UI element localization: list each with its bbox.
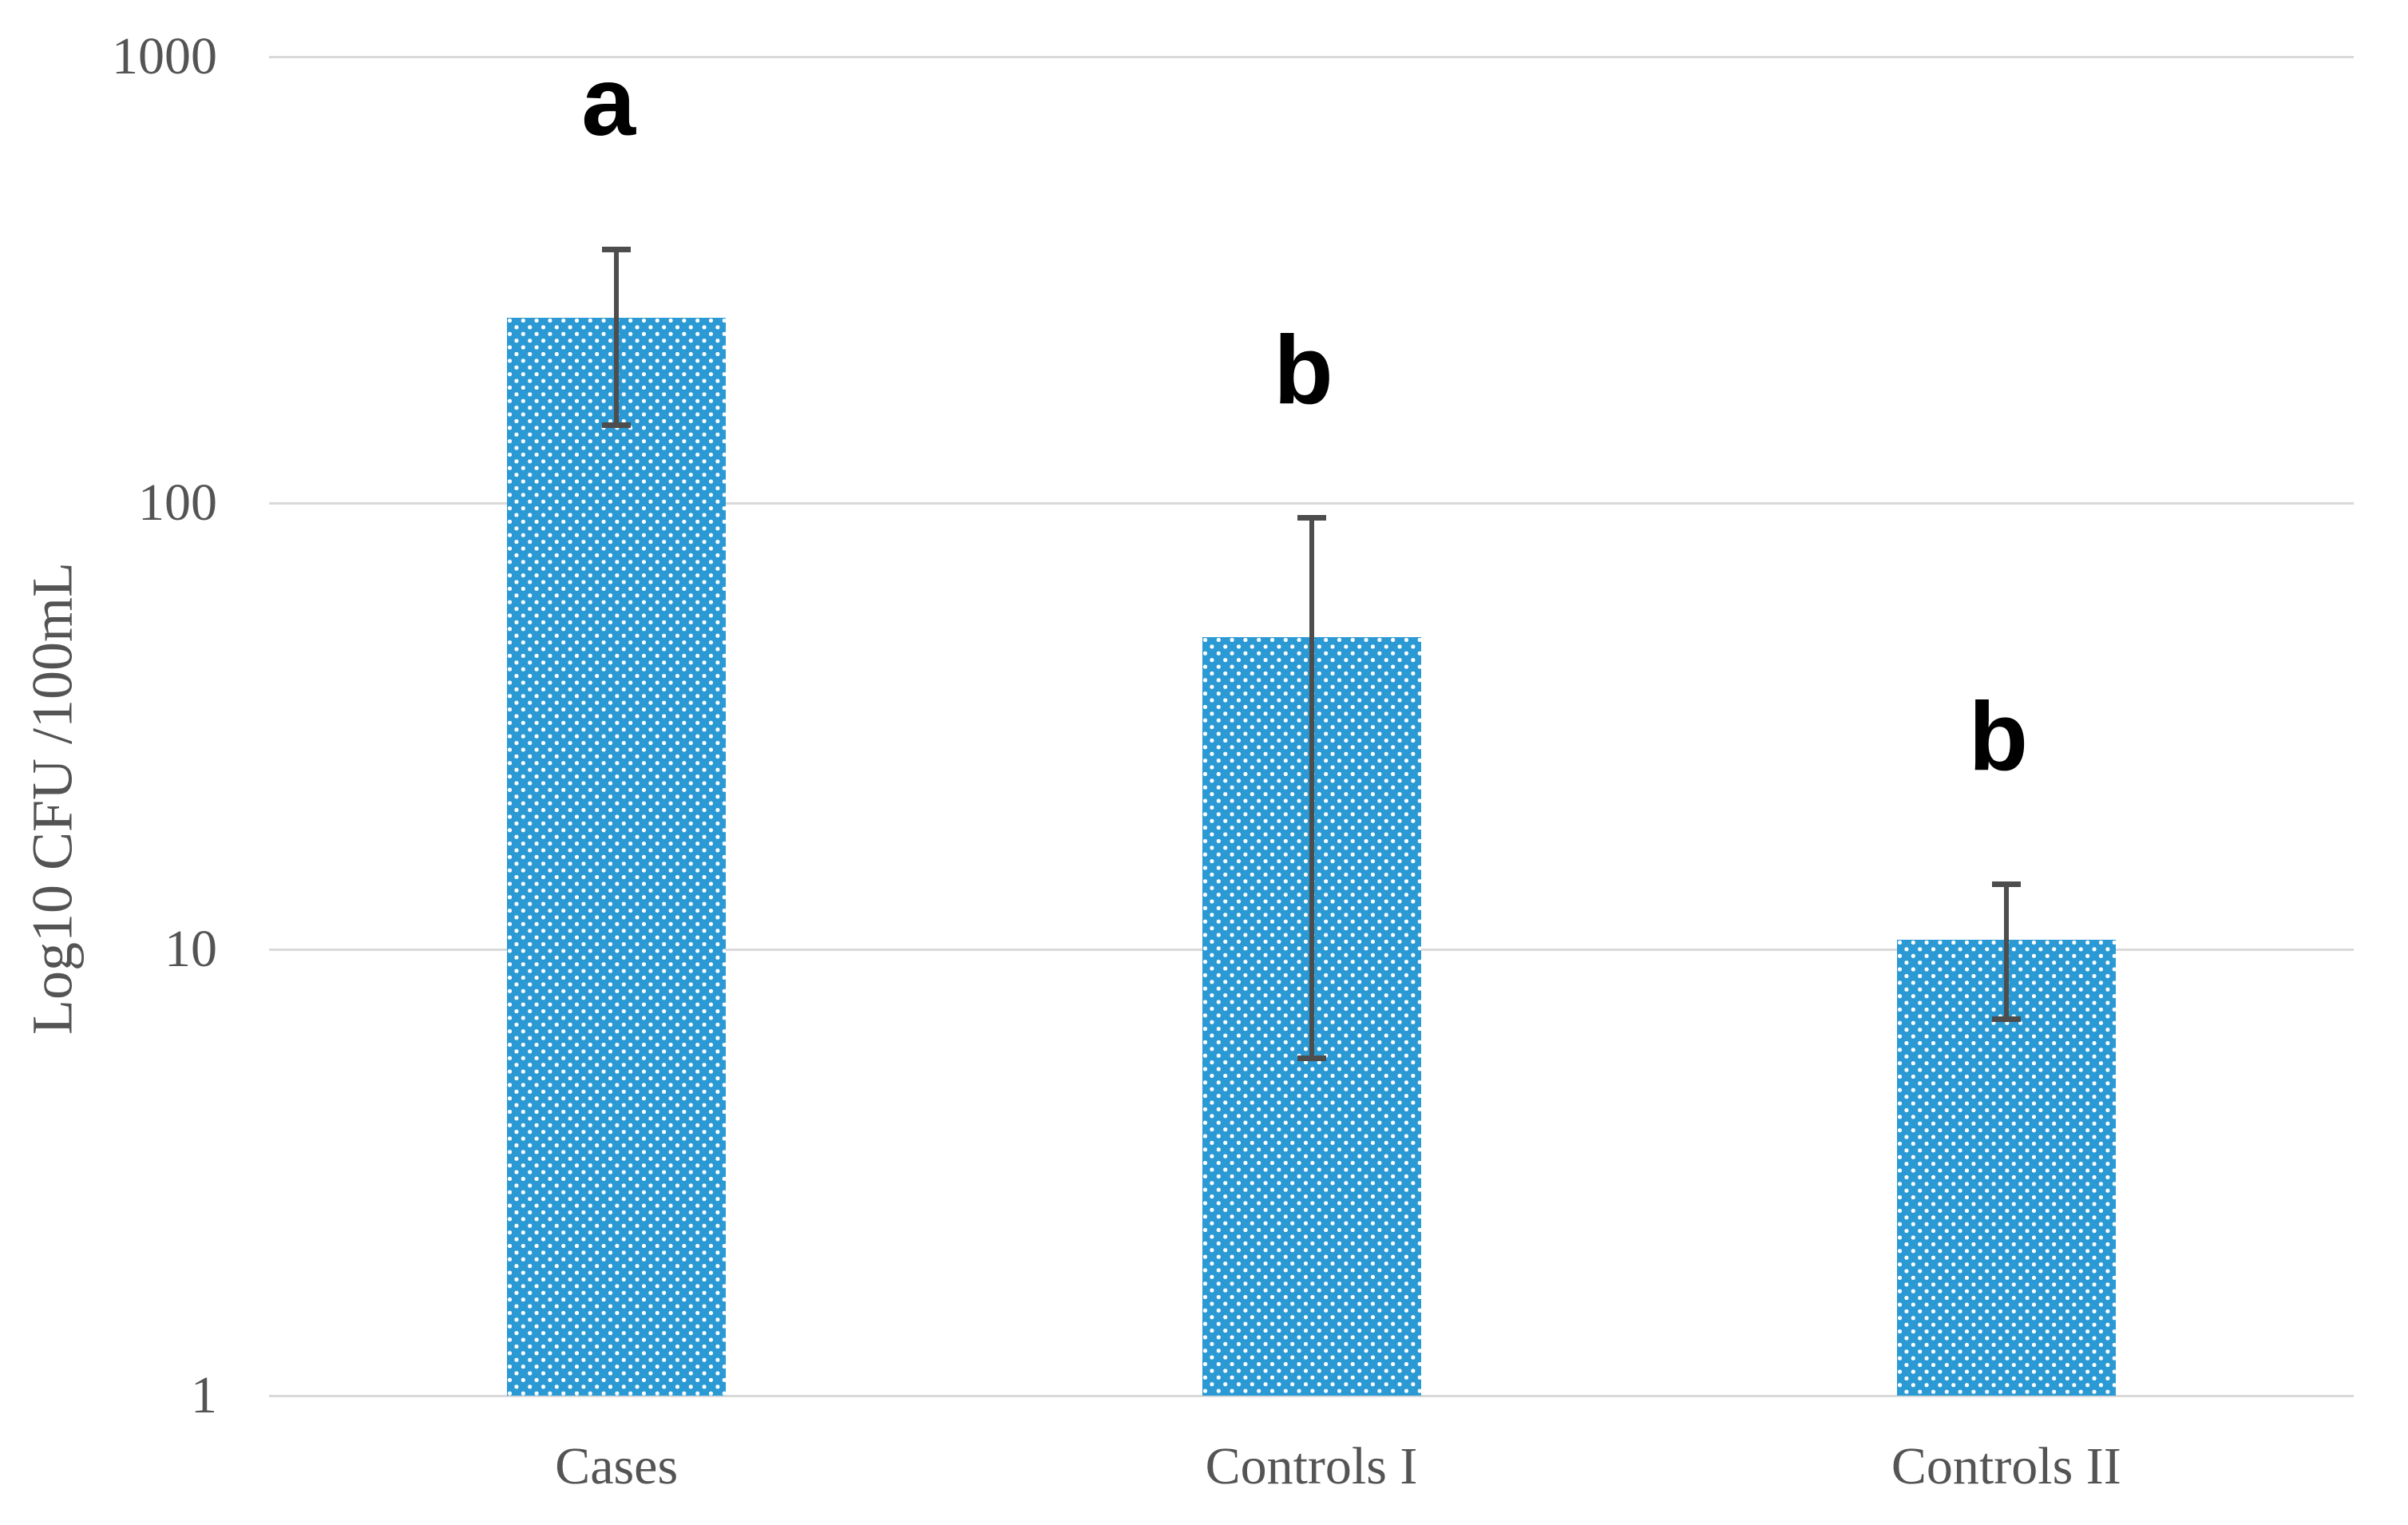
error-bar-bottom-cap xyxy=(1297,1056,1326,1062)
y-tick-label: 10 xyxy=(164,920,217,978)
error-bar xyxy=(614,249,620,425)
y-tick-label: 1000 xyxy=(112,27,217,85)
error-bar xyxy=(1309,517,1314,1059)
gridline xyxy=(269,55,2354,58)
x-tick-label: Cases xyxy=(555,1437,679,1495)
error-bar-top-cap xyxy=(602,247,632,253)
error-bar-top-cap xyxy=(1297,514,1326,521)
y-tick-label: 1 xyxy=(191,1366,217,1424)
x-tick-label: Controls I xyxy=(1205,1437,1418,1495)
error-bar xyxy=(2003,884,2009,1019)
significance-letter: a xyxy=(581,47,636,156)
error-bar-bottom-cap xyxy=(602,422,632,428)
bar-controls-ii xyxy=(1896,940,2116,1396)
y-tick-label: 100 xyxy=(138,473,217,532)
gridline xyxy=(269,1394,2354,1397)
significance-letter: b xyxy=(1968,682,2029,791)
significance-letter: b xyxy=(1273,315,1333,424)
gridline xyxy=(269,501,2354,505)
error-bar-top-cap xyxy=(1991,881,2021,888)
x-tick-label: Controls II xyxy=(1891,1437,2121,1495)
error-bar-bottom-cap xyxy=(1991,1016,2021,1022)
bar-cases xyxy=(507,318,727,1396)
